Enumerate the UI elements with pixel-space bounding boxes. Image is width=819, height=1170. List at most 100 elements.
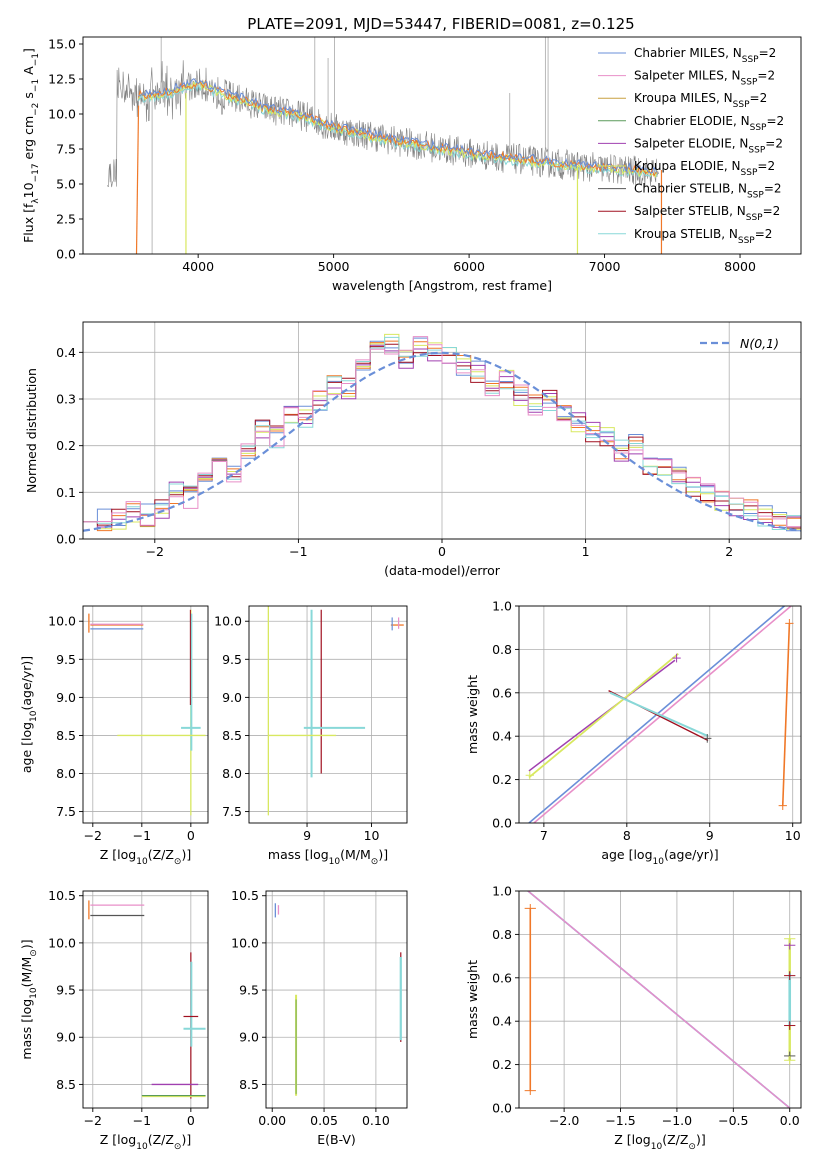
y-tick-label: 8.0 [222, 766, 242, 781]
figure-title: PLATE=2091, MJD=53447, FIBERID=0081, z=0… [247, 15, 634, 33]
x-tick-label: 8000 [724, 259, 756, 274]
spectrum-panel: 4000 5000 6000 7000 8000 0.0 2.5 5.0 7.5 10.0 12.5… [21, 37, 802, 293]
label-part: ⊙ [174, 857, 182, 867]
label-part: )] [181, 847, 191, 862]
legend-tail: =2 [757, 159, 775, 173]
x-axis-label: Z [log10(Z/Z⊙)] [100, 847, 191, 867]
legend-sub: SSP [750, 123, 767, 133]
x-tick-label: 0.00 [258, 1113, 286, 1128]
y-tick-label: 9.0 [56, 1030, 76, 1045]
y-tick-label: 1.0 [492, 599, 512, 614]
model-dropout [135, 105, 140, 254]
legend-tail: =2 [763, 204, 781, 218]
x-tick-label: 9 [303, 828, 311, 843]
axes-frame [82, 605, 209, 824]
y-tick-label: 2.5 [56, 212, 76, 227]
y-tick-label: 10.5 [231, 888, 259, 903]
legend-tail: =2 [759, 46, 777, 60]
y-tick-label: 7.5 [56, 804, 76, 819]
label-part: ] [21, 48, 36, 53]
legend-entry: Salpeter MILES, NSSP=2 [634, 69, 775, 88]
weight-line [528, 659, 676, 772]
legend-text: Kroupa STELIB, N [634, 227, 738, 241]
plot-area [267, 606, 404, 816]
label-part: mass [log [268, 847, 329, 862]
y-tick-label: 0.2 [492, 1057, 512, 1072]
x-tick-label: 0.05 [310, 1113, 338, 1128]
x-tick-label: 2 [725, 544, 733, 559]
x-tick-label: 5000 [318, 259, 350, 274]
y-tick-label: 5.0 [56, 177, 76, 192]
y-tick-label: 0.0 [56, 247, 76, 262]
axes-frame [248, 605, 408, 824]
y-axis-label: Flux [fλ10−17 erg cm−2 s−1 A−1] [21, 48, 41, 243]
legend-entry: Chabrier MILES, NSSP=2 [634, 46, 776, 65]
y-tick-label: 7.5 [56, 142, 76, 157]
y-tick-label: 9.0 [222, 690, 242, 705]
y-tick-label: 8.5 [56, 728, 76, 743]
legend-entry: Kroupa ELODIE, NSSP=2 [634, 159, 775, 178]
x-axis-label: age [log10(age/yr)] [601, 847, 718, 867]
label-part: 10 [651, 1142, 663, 1152]
legend-entry: N(0,1) [740, 336, 779, 351]
y-tick-label: 7.5 [222, 804, 242, 819]
x-tick-label: −1.5 [605, 1113, 635, 1128]
label-part: 10 [136, 857, 148, 867]
x-axis-label: Z [log10(Z/Z⊙)] [614, 1132, 705, 1152]
y-axis-label: mass [log10(M/M⊙)] [19, 939, 39, 1059]
y-tick-label: 0.4 [492, 729, 512, 744]
x-tick-label: 0.0 [780, 1113, 800, 1128]
legend-entry: Chabrier STELIB, NSSP=2 [634, 182, 782, 201]
mass-vs-metallicity-panel: −2 −1 08.59.09.510.010.5Z [log10(Z/Z⊙)]mas… [19, 888, 209, 1152]
weight-line [528, 653, 679, 779]
y-tick-label: 10.0 [48, 614, 76, 629]
y-tick-label: 10.0 [214, 614, 242, 629]
legend-text: Kroupa MILES, N [634, 91, 733, 105]
x-tick-label: −1 [133, 1113, 151, 1128]
label-part: s [21, 92, 36, 103]
label-part: )] [19, 939, 34, 949]
legend-sub: SSP [733, 100, 750, 110]
y-tick-label: 0.4 [56, 345, 76, 360]
legend-entry: Kroupa STELIB, NSSP=2 [634, 227, 772, 246]
label-part: Z [log [100, 1132, 136, 1147]
label-part: (Z/Z [148, 847, 174, 862]
label-part: 10 [136, 1142, 148, 1152]
y-axis-label: Normed distribution [24, 368, 39, 493]
label-part: −1 [31, 53, 41, 66]
y-tick-label: 9.5 [222, 652, 242, 667]
label-part: λ [31, 198, 41, 204]
legend-sub: SSP [741, 168, 758, 178]
weight-line [533, 606, 792, 823]
label-part: Z [log [614, 1132, 650, 1147]
x-tick-label: −1 [133, 828, 151, 843]
label-part: −17 [31, 163, 41, 182]
label-part: (Z/Z [148, 1132, 174, 1147]
y-tick-label: 10.0 [48, 107, 76, 122]
model-spectrum [138, 78, 658, 174]
plot-background [83, 606, 208, 823]
x-tick-label: 0 [187, 828, 195, 843]
y-tick-label: 0.3 [56, 392, 76, 407]
x-tick-label: −2.0 [549, 1113, 579, 1128]
legend-sub: SSP [747, 191, 764, 201]
weight-vs-metallicity-panel: −2.0 −1.5 −1.0 −0.5 0.0 0.0 0.2 0.4 0.6 0.8 1.0 Z [… [465, 884, 802, 1152]
label-part: (M/M [19, 957, 34, 988]
axes-frame [265, 890, 408, 1109]
label-part: −1 [31, 79, 41, 92]
y-tick-label: 9.5 [56, 652, 76, 667]
legend-entry: Salpeter ELODIE, NSSP=2 [634, 136, 783, 155]
residual-histogram-panel: −2 −1 0 1 2 0.0 0.1 0.2 0.3 0.4 (data-model)/error… [24, 321, 802, 578]
y-tick-label: 0.4 [492, 1014, 512, 1029]
x-tick-label: 6000 [453, 259, 485, 274]
label-part: 10 [653, 857, 665, 867]
plot-area [525, 606, 794, 823]
label-part: 10 [29, 987, 39, 999]
legend-text: Salpeter STELIB, N [634, 204, 746, 218]
plot-area [88, 609, 206, 816]
label-part: mass [log [19, 999, 34, 1060]
legend-tail: =2 [766, 114, 784, 128]
x-tick-label: 10 [364, 828, 380, 843]
y-tick-label: 8.5 [239, 1077, 259, 1092]
legend-text: Kroupa ELODIE, N [634, 159, 741, 173]
